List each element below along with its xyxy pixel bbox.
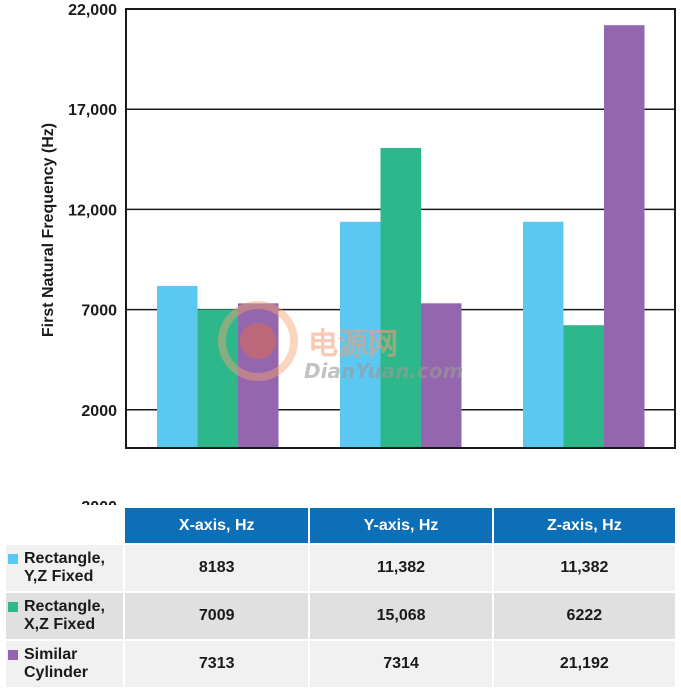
- table-header-z: Z-axis, Hz: [493, 508, 675, 543]
- row-label-line1: Rectangle,: [24, 598, 105, 615]
- table-header-y: Y-axis, Hz: [310, 508, 492, 543]
- legend-swatch: [8, 650, 18, 660]
- bar: [157, 285, 198, 448]
- table-cell: 7314: [310, 641, 492, 687]
- bar: [238, 303, 279, 448]
- y-tick-label: 2000: [81, 403, 117, 420]
- row-label-line1: Rectangle,: [24, 550, 105, 567]
- y-tick-label: 22,000: [68, 2, 117, 19]
- table-header-x: X-axis, Hz: [125, 508, 309, 543]
- row-label-line2: X,Z Fixed: [24, 616, 96, 633]
- bar-chart: –3000 2000 7000 12,000 17,000 22,000 First Na…: [40, 2, 676, 505]
- table-cell: 11,382: [310, 545, 492, 591]
- row-label-line2: Y,Z Fixed: [24, 568, 94, 585]
- watermark-cn-text: 电源网: [308, 327, 398, 362]
- y-tick-label: 17,000: [68, 102, 117, 119]
- legend-swatch: [8, 554, 18, 564]
- legend-swatch: [8, 602, 18, 612]
- table-cell: 15,068: [310, 593, 492, 639]
- row-header: Rectangle, X,Z Fixed: [6, 593, 123, 639]
- bar: [523, 221, 564, 448]
- bar: [380, 147, 421, 448]
- bar: [340, 221, 381, 448]
- row-header: Rectangle, Y,Z Fixed: [6, 545, 123, 591]
- table-header-row: X-axis, Hz Y-axis, Hz Z-axis, Hz: [6, 508, 675, 543]
- bar: [604, 25, 645, 448]
- table-cell: 7313: [125, 641, 309, 687]
- watermark-logo-icon: [218, 301, 298, 381]
- watermark-en-text: DianYuan.com: [304, 359, 463, 383]
- table-row: Similar Cylinder 7313 7314 21,192: [6, 641, 675, 687]
- data-table: X-axis, Hz Y-axis, Hz Z-axis, Hz Rectang…: [4, 506, 677, 689]
- row-label-line1: Similar: [24, 646, 78, 663]
- row-header: Similar Cylinder: [6, 641, 123, 687]
- table-cell: 21,192: [493, 641, 675, 687]
- table-cell: 7009: [125, 593, 309, 639]
- row-label-line2: Cylinder: [24, 664, 89, 681]
- table-row: Rectangle, Y,Z Fixed 8183 11,382 11,382: [6, 545, 675, 591]
- y-axis-label: First Natural Frequency (Hz): [40, 123, 57, 337]
- bars: [157, 25, 645, 448]
- watermark-logo-core: [240, 323, 276, 359]
- bar: [563, 325, 604, 448]
- bar: [197, 309, 238, 448]
- table-corner: [6, 508, 123, 543]
- watermark: 电源网 DianYuan.com: [218, 301, 463, 383]
- table-cell: 6222: [493, 593, 675, 639]
- y-tick-label: –3000: [73, 499, 118, 505]
- plot-frame: [125, 8, 676, 449]
- table-row: Rectangle, X,Z Fixed 7009 15,068 6222: [6, 593, 675, 639]
- table-cell: 8183: [125, 545, 309, 591]
- y-tick-label: 7000: [81, 303, 117, 320]
- table-cell: 11,382: [493, 545, 675, 591]
- y-tick-label: 12,000: [68, 202, 117, 219]
- bar: [421, 303, 462, 448]
- y-tick-labels: –3000 2000 7000 12,000 17,000 22,000: [68, 2, 117, 505]
